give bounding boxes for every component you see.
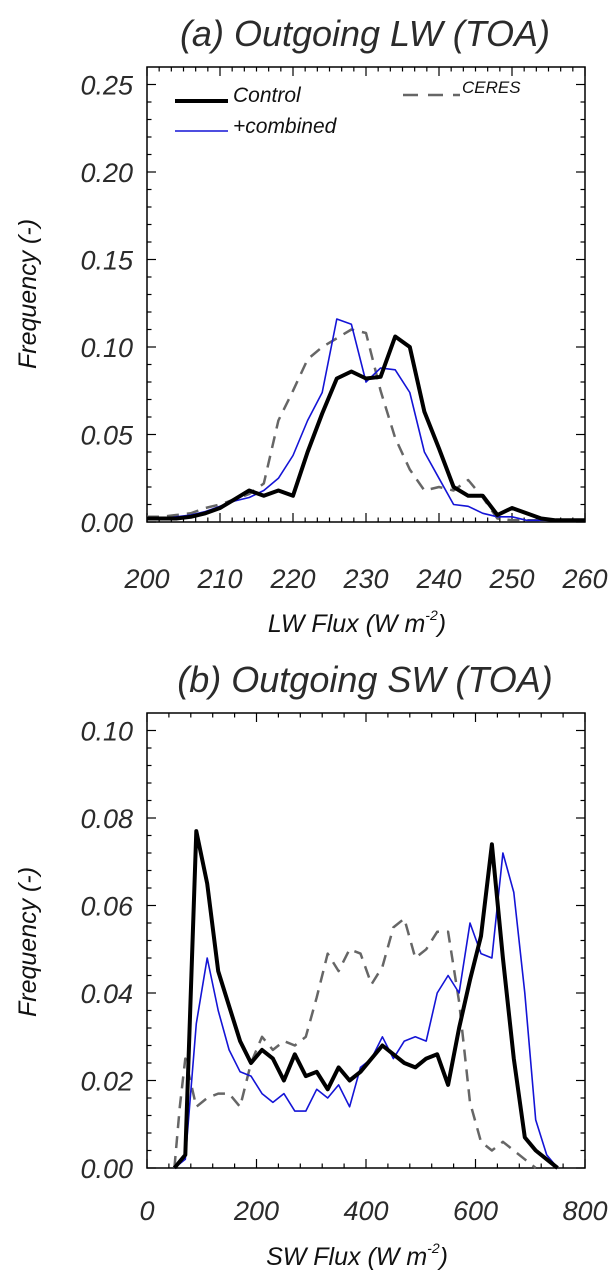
y-tick-label: 0.10 xyxy=(80,333,133,363)
panel-a-title: (a) Outgoing LW (TOA) xyxy=(180,13,550,54)
panel-a-plot-frame xyxy=(146,66,586,523)
series-control-line xyxy=(147,334,585,523)
x-tick-label: 200 xyxy=(123,564,169,594)
x-tick-label: 0 xyxy=(139,1196,154,1226)
x-tick-label: 400 xyxy=(343,1196,388,1226)
y-tick-label: 0.15 xyxy=(80,246,134,276)
panel-a-series xyxy=(147,318,585,523)
series-control-line xyxy=(172,829,559,1170)
panel-b-sw: (b) Outgoing SW (TOA) 0 200 400 600 800 0.00… xyxy=(14,659,608,1271)
y-tick-label: 0.02 xyxy=(80,1067,133,1097)
legend-ceres-label: CERES xyxy=(462,78,521,97)
y-tick-label: 0.00 xyxy=(80,1154,133,1184)
x-tick-label: 260 xyxy=(561,564,607,594)
x-tick-label: 230 xyxy=(342,564,388,594)
panel-a-legend: Control +combined CERES xyxy=(175,78,521,138)
y-tick-label: 0.00 xyxy=(80,508,133,538)
x-tick-label: 200 xyxy=(233,1196,279,1226)
series-ceres-line xyxy=(147,328,556,522)
panel-a-y-tick-labels: 0.00 0.05 0.10 0.15 0.20 0.25 xyxy=(80,71,134,539)
panel-b-x-axis-label: SW Flux (W m-2) xyxy=(266,1240,448,1271)
panel-b-y-axis-label: Frequency (-) xyxy=(14,867,42,1017)
x-tick-label: 210 xyxy=(196,564,242,594)
panel-b-x-axis-label-close: ) xyxy=(437,1243,448,1271)
panel-a-x-tick-labels: 200 210 220 230 240 250 260 xyxy=(123,564,607,594)
x-tick-label: 800 xyxy=(562,1196,607,1226)
x-tick-label: 240 xyxy=(415,564,461,594)
panel-b-x-tick-labels: 0 200 400 600 800 xyxy=(139,1196,607,1226)
y-tick-label: 0.08 xyxy=(80,804,133,834)
panel-b-x-axis-label-sup: -2 xyxy=(427,1240,440,1256)
legend-control-label: Control xyxy=(233,84,302,107)
panel-a-x-axis-label-main: LW Flux (W m xyxy=(268,610,425,638)
x-tick-label: 600 xyxy=(453,1196,498,1226)
legend-combined-label: +combined xyxy=(233,115,338,138)
panel-a-y-axis-label: Frequency (-) xyxy=(14,219,42,369)
panel-a-x-axis-label-sup: -2 xyxy=(425,607,438,623)
panel-b-x-axis-label-main: SW Flux (W m xyxy=(266,1243,427,1271)
series-combined-line xyxy=(147,318,585,522)
y-tick-label: 0.05 xyxy=(80,421,134,451)
y-tick-label: 0.10 xyxy=(80,717,133,747)
x-tick-label: 250 xyxy=(488,564,534,594)
series-ceres-line xyxy=(173,917,537,1169)
panel-a-lw: (a) Outgoing LW (TOA) 200 210 220 230 240 250… xyxy=(14,13,608,638)
y-tick-label: 0.20 xyxy=(80,158,133,188)
panel-b-series xyxy=(172,829,559,1170)
panel-a-x-axis-label-close: ) xyxy=(435,610,446,638)
x-tick-label: 220 xyxy=(269,564,315,594)
y-tick-label: 0.06 xyxy=(80,892,134,922)
y-tick-label: 0.04 xyxy=(80,979,133,1009)
y-tick-label: 0.25 xyxy=(80,71,134,101)
panel-b-title: (b) Outgoing SW (TOA) xyxy=(177,659,552,700)
panel-a-ticks xyxy=(146,67,586,523)
panel-b-ticks xyxy=(146,713,586,1169)
panel-b-y-tick-labels: 0.00 0.02 0.04 0.06 0.08 0.10 xyxy=(80,717,134,1185)
panel-a-x-axis-label: LW Flux (W m-2) xyxy=(268,607,446,638)
